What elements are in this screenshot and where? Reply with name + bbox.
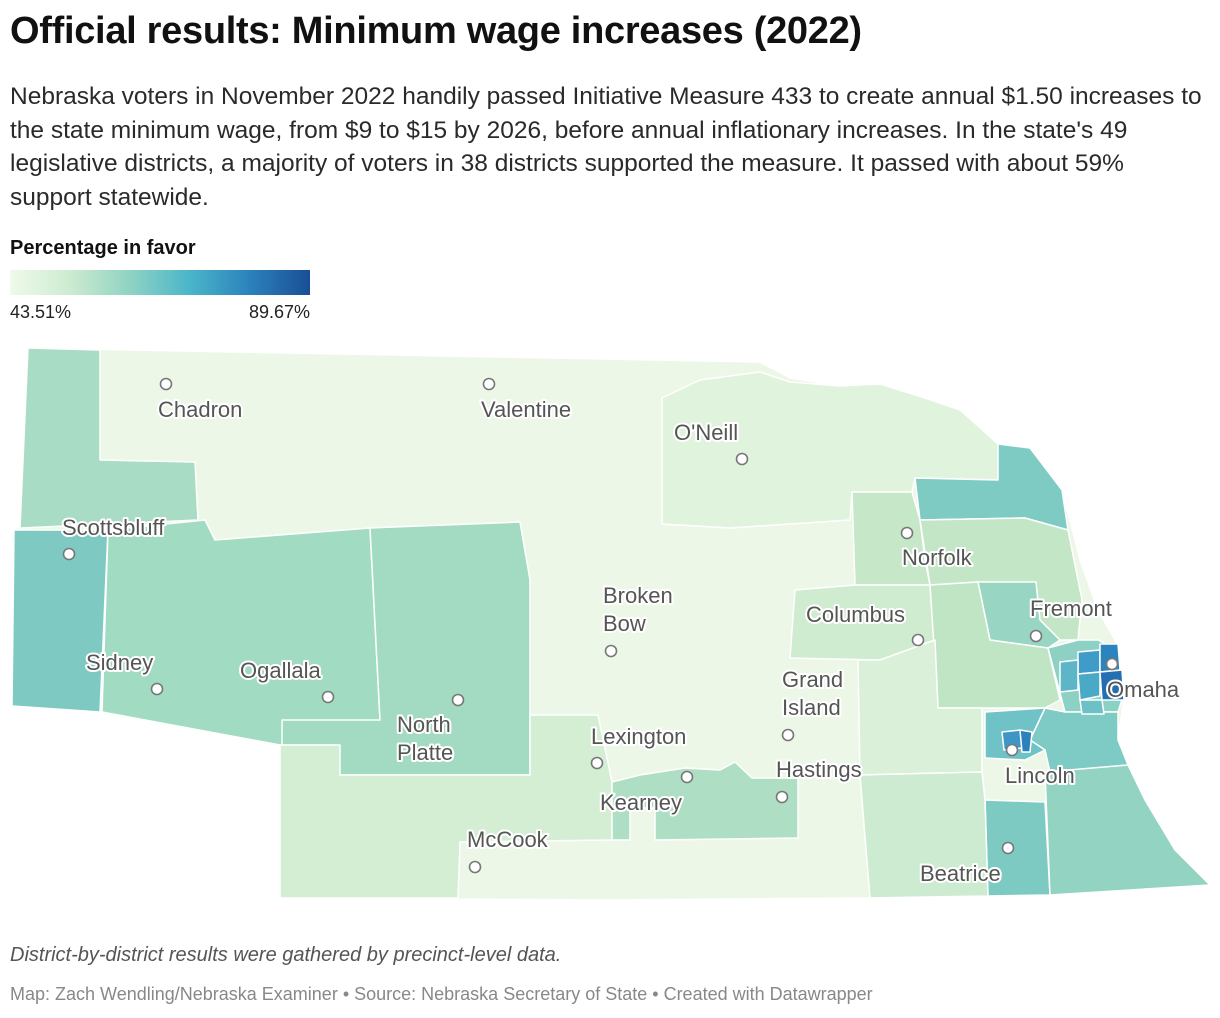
- city-label-hastings: Hastings: [776, 757, 862, 782]
- legend-ticks: 43.51% 89.67%: [10, 302, 310, 323]
- city-label-lexington: Lexington: [591, 724, 686, 749]
- city-label-columbus: Columbus: [806, 602, 905, 627]
- legend-min-label: 43.51%: [10, 302, 72, 322]
- city-dot-chadron: [159, 377, 173, 391]
- district-scottsbluff: [11, 529, 109, 713]
- city-label-chadron: Chadron: [158, 397, 242, 422]
- nebraska-district-map: Chadron Valentine O'Neill Scottsbluff No…: [11, 347, 1211, 901]
- district-panhandle-north: [19, 347, 199, 529]
- city-label-lincoln: Lincoln: [1005, 763, 1075, 788]
- city-label-grand-island: Grand Island: [782, 667, 849, 720]
- city-label-mccook: McCook: [467, 827, 549, 852]
- city-dot-broken-bow: [604, 644, 618, 658]
- city-label-fremont: Fremont: [1030, 596, 1112, 621]
- city-label-ogallala: Ogallala: [240, 658, 321, 683]
- city-dot-scottsbluff: [62, 547, 76, 561]
- city-label-sidney: Sidney: [86, 650, 153, 675]
- city-label-scottsbluff: Scottsbluff: [62, 515, 165, 540]
- city-label-valentine: Valentine: [481, 397, 571, 422]
- city-label-kearney: Kearney: [600, 790, 682, 815]
- city-dot-beatrice: [1001, 841, 1015, 855]
- city-dot-lincoln: [1005, 743, 1019, 757]
- city-label-north-platte-line1: North: [397, 712, 451, 737]
- district-shapes: [11, 347, 1211, 901]
- legend-gradient-bar: [10, 270, 310, 295]
- chart-byline: Map: Zach Wendling/Nebraska Examiner • S…: [10, 984, 873, 1004]
- city-dot-oneill: [735, 452, 749, 466]
- district-kearney: [611, 761, 799, 841]
- lincoln-metro-districts: [1001, 729, 1033, 753]
- city-dot-north-platte: [451, 693, 465, 707]
- city-label-broken-bow-line2: Bow: [603, 611, 646, 636]
- city-dot-ogallala: [321, 690, 335, 704]
- city-label-north-platte: North Platte: [397, 712, 457, 765]
- chart-title: Official results: Minimum wage increases…: [10, 10, 862, 52]
- city-dot-lexington: [590, 756, 604, 770]
- city-dot-sidney: [150, 682, 164, 696]
- chart-description: Nebraska voters in November 2022 handily…: [10, 83, 1202, 211]
- city-labels: Chadron Valentine O'Neill Scottsbluff No…: [60, 395, 1182, 888]
- city-label-grand-island-line1: Grand: [782, 667, 843, 692]
- city-dot-grand-island: [781, 728, 795, 742]
- legend-max-label: 89.67%: [248, 302, 310, 322]
- city-label-omaha: Omaha: [1107, 677, 1180, 702]
- city-dot-columbus: [911, 633, 925, 647]
- city-label-norfolk: Norfolk: [902, 545, 973, 570]
- city-dot-kearney: [680, 770, 694, 784]
- city-dot-omaha: [1105, 657, 1119, 671]
- city-markers: [62, 377, 1119, 874]
- district-south-central: [859, 771, 989, 899]
- district-southwest: [279, 714, 613, 899]
- city-label-north-platte-line2: Platte: [397, 740, 453, 765]
- city-label-broken-bow: Broken Bow: [603, 583, 679, 636]
- city-label-broken-bow-line1: Broken: [603, 583, 673, 608]
- city-dot-norfolk: [900, 526, 914, 540]
- city-label-oneill: O'Neill: [674, 420, 738, 445]
- city-label-grand-island-line2: Island: [782, 695, 841, 720]
- color-legend: Percentage in favor 43.51% 89.67%: [10, 237, 310, 323]
- city-dot-hastings: [775, 790, 789, 804]
- chart-notes: District-by-district results were gather…: [10, 944, 562, 966]
- city-label-beatrice: Beatrice: [920, 861, 1001, 886]
- city-dot-valentine: [482, 377, 496, 391]
- district-southeast: [1044, 764, 1211, 896]
- city-dot-fremont: [1029, 629, 1043, 643]
- district-panhandle-south: [101, 519, 381, 746]
- legend-title: Percentage in favor: [10, 237, 196, 259]
- city-dot-mccook: [468, 860, 482, 874]
